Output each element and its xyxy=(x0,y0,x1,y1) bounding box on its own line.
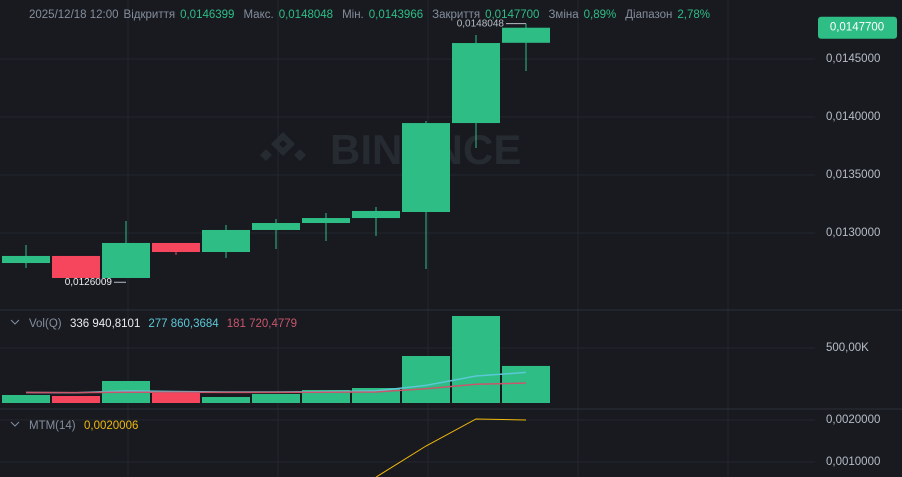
candle-body xyxy=(502,27,550,43)
header-value: 0,89% xyxy=(583,9,617,21)
y-tick-label: 500,00K xyxy=(826,342,869,354)
volume-bar xyxy=(402,356,450,403)
current-value: 0,0020006 xyxy=(84,420,138,432)
header-value: 0,0148048 xyxy=(278,9,334,21)
y-tick-label: 0,0020000 xyxy=(826,414,880,426)
volume-bar xyxy=(302,390,350,403)
candle-body xyxy=(2,255,50,264)
collapse-icon[interactable] xyxy=(10,319,20,325)
candle-body xyxy=(202,229,250,253)
volume-bar xyxy=(202,397,250,403)
price-tag-label: 0,0147700 xyxy=(830,22,884,34)
y-tick-label: 0,0010000 xyxy=(826,456,880,468)
ma-line xyxy=(25,382,527,394)
ohlc-header: 2025/12/18 12:00 Відкриття 0,0146399 Макс. 0… xyxy=(29,9,714,21)
volume-bar xyxy=(452,316,500,403)
candle-body xyxy=(252,223,300,230)
candle-body xyxy=(102,242,150,278)
candle-body xyxy=(152,242,200,253)
volume-bar xyxy=(2,395,50,403)
header-label: Зміна xyxy=(548,9,579,21)
annotation-label: 0,0126009 xyxy=(65,277,113,288)
header-value: 2,78% xyxy=(677,9,710,21)
watermark: BINANCE xyxy=(260,126,521,173)
y-tick-label: 0,0140000 xyxy=(826,111,880,123)
y-tick-label: 0,0135000 xyxy=(826,169,880,181)
y-tick-label: 0,0130000 xyxy=(826,227,880,239)
current-value: 181 720,4779 xyxy=(227,318,297,330)
candle-body xyxy=(302,218,350,224)
header-label: Діапазон xyxy=(625,9,673,21)
pane-title: MTM(14) xyxy=(29,420,76,432)
volume-bar xyxy=(252,394,300,403)
volume-bar xyxy=(52,396,100,403)
y-tick-label: 0,0145000 xyxy=(826,53,880,65)
header-value: 0,0143966 xyxy=(368,9,424,21)
ma-line xyxy=(25,371,527,394)
volume-bar xyxy=(152,392,200,403)
candle-body xyxy=(52,255,100,278)
header-label: Мін. xyxy=(342,9,364,21)
mtm-line xyxy=(375,418,527,477)
volume-bar xyxy=(502,365,550,403)
candle-body xyxy=(402,123,450,213)
collapse-icon[interactable] xyxy=(10,421,20,427)
header-label: Закриття xyxy=(432,9,481,21)
price-tag xyxy=(818,16,897,39)
candle-body xyxy=(452,43,500,124)
candle-body xyxy=(352,210,400,219)
header-value: 0,0146399 xyxy=(180,9,235,21)
annotation-label: 0,0148048 xyxy=(457,18,505,29)
current-value: 336 940,8101 xyxy=(70,318,140,330)
header-value: 0,0147700 xyxy=(485,9,540,21)
header-label: Макс. xyxy=(243,9,274,21)
header-time: 2025/12/18 12:00 xyxy=(29,9,119,21)
header-label: Відкриття xyxy=(123,9,176,21)
current-value: 277 860,3684 xyxy=(148,318,219,330)
pane-title: Vol(Q) xyxy=(29,318,62,330)
